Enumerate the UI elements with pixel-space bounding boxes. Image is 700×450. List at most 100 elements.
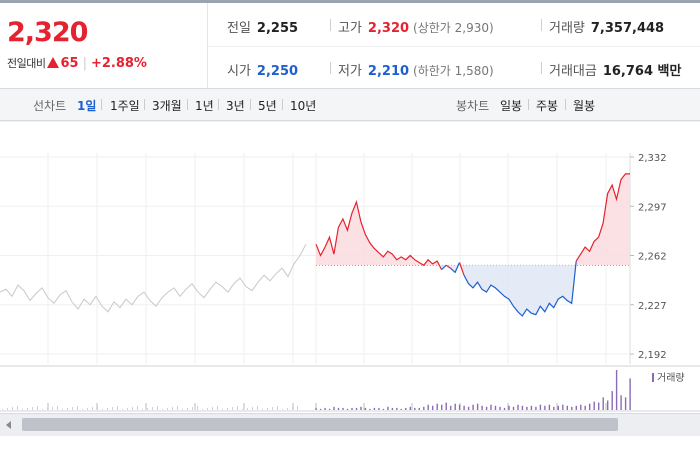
- volume-bar: [467, 406, 470, 410]
- up-price-line: [445, 264, 451, 269]
- prev-volume-bar: [217, 406, 218, 410]
- prev-volume-bar: [17, 406, 18, 410]
- prev-volume-bar: [142, 409, 143, 410]
- chart-scrollbar[interactable]: [0, 413, 700, 436]
- tab-weekly[interactable]: 주봉: [536, 99, 559, 113]
- volume-value: 7,357,448: [590, 21, 665, 36]
- volume-bar: [333, 406, 335, 410]
- lower-limit: (하한가 1,580): [413, 64, 494, 78]
- volume-bar: [598, 402, 600, 410]
- tab-daily[interactable]: 일봉: [500, 99, 523, 113]
- tab-divider: [187, 99, 188, 110]
- volume-bar: [423, 406, 425, 410]
- tab-divider: [565, 99, 566, 110]
- volume-bar: [580, 404, 582, 410]
- prev-volume-bar: [122, 409, 123, 410]
- volume-bar: [436, 403, 438, 410]
- volume-bar: [521, 405, 524, 410]
- open-value: 2,250: [256, 64, 299, 79]
- down-price-line: [463, 261, 577, 317]
- tab-3y[interactable]: 3년: [226, 99, 245, 113]
- tab-3m[interactable]: 3개월: [152, 99, 182, 113]
- prev-volume-bar: [72, 407, 73, 410]
- prev-volume-bar: [32, 407, 33, 410]
- prev-volume-bar: [152, 407, 153, 410]
- up-price-line: [458, 262, 465, 276]
- prev-volume-bar: [77, 406, 78, 410]
- prev-volume-bar: [297, 406, 298, 410]
- tab-1d[interactable]: 1일: [77, 99, 97, 113]
- cell-divider: [541, 62, 542, 74]
- chart-grid: [0, 121, 700, 412]
- prev-volume-bar: [147, 408, 148, 410]
- tab-divider: [528, 99, 529, 110]
- volume-bar: [400, 408, 402, 410]
- up-price-line: [575, 173, 630, 262]
- high-label: 고가: [338, 21, 362, 36]
- prev-volume-bar: [137, 406, 138, 410]
- volume-bar: [458, 404, 461, 410]
- prev-volume-bar: [37, 406, 38, 410]
- tab-divider: [250, 99, 251, 110]
- prev-volume-bar: [172, 407, 173, 410]
- prev-volume-bar: [112, 407, 113, 410]
- volume-bar: [485, 406, 488, 410]
- scroll-thumb[interactable]: [22, 418, 618, 431]
- tab-1y[interactable]: 1년: [195, 99, 214, 113]
- prev-volume-bar: [132, 407, 133, 410]
- chart-period-tabs: 선차트 1일 1주일 3개월 1년 3년 5년 10년 봉차트 일봉 주봉 월봉: [0, 89, 700, 121]
- volume-bar: [409, 406, 411, 410]
- volume-bar: [571, 406, 573, 410]
- prev-volume-bar: [237, 406, 238, 410]
- tab-monthly[interactable]: 월봉: [573, 99, 596, 113]
- scroll-left-arrow-icon[interactable]: [6, 421, 11, 429]
- volume-bar: [360, 406, 362, 410]
- volume-bar: [508, 405, 510, 410]
- candle-chart-title: 봉차트: [456, 99, 490, 113]
- volume-bar: [490, 404, 492, 410]
- down-area-fill: [464, 261, 577, 316]
- prev-volume-bar: [92, 407, 93, 410]
- volume-bar: [602, 397, 604, 410]
- cell-divider: [330, 62, 331, 74]
- volume-bar: [351, 407, 353, 410]
- prev-volume-bar: [67, 408, 68, 410]
- prev-volume-bar: [82, 409, 83, 410]
- volume-bar: [432, 405, 434, 410]
- volume-bar: [517, 404, 519, 410]
- chart-series: [0, 173, 630, 317]
- volume-bar: [557, 405, 559, 410]
- volume-bar: [396, 407, 398, 410]
- prev-volume-bar: [282, 409, 283, 410]
- prev-volume-bar: [97, 406, 98, 410]
- volume-bar: [373, 407, 376, 410]
- header-divider: [207, 3, 208, 88]
- prev-volume-bar: [52, 407, 53, 410]
- high-cell: 고가 2,320 (상한가 2,930): [338, 17, 494, 36]
- quote-header: 2,320 전일대비 65 | +2.88%: [0, 3, 700, 89]
- prev-volume-bar: [127, 408, 128, 410]
- tab-divider: [101, 99, 102, 110]
- prev-volume-bar: [277, 406, 278, 410]
- upper-limit: (상한가 2,930): [413, 21, 494, 35]
- high-value: 2,320: [367, 21, 410, 36]
- tab-1w[interactable]: 1주일: [110, 99, 140, 113]
- volume-bar: [342, 407, 344, 410]
- volume-bar: [355, 407, 358, 410]
- prev-volume-bar: [177, 406, 178, 410]
- volume-bar: [319, 408, 322, 410]
- tab-5y[interactable]: 5년: [258, 99, 277, 113]
- prev-volume-bar: [42, 409, 43, 410]
- volume-bar: [315, 407, 317, 410]
- up-price-line: [315, 199, 443, 270]
- prev-volume-bar: [27, 408, 28, 410]
- prev-volume-bar: [107, 408, 108, 410]
- prev-day-line: [0, 243, 307, 313]
- header-row-divider: [208, 46, 700, 47]
- volume-bar: [562, 404, 564, 410]
- tab-10y[interactable]: 10년: [290, 99, 317, 113]
- prev-volume-bar: [62, 409, 63, 410]
- volume-bar: [566, 405, 568, 410]
- prev-volume-bar: [272, 407, 273, 410]
- volume-bar: [427, 404, 429, 410]
